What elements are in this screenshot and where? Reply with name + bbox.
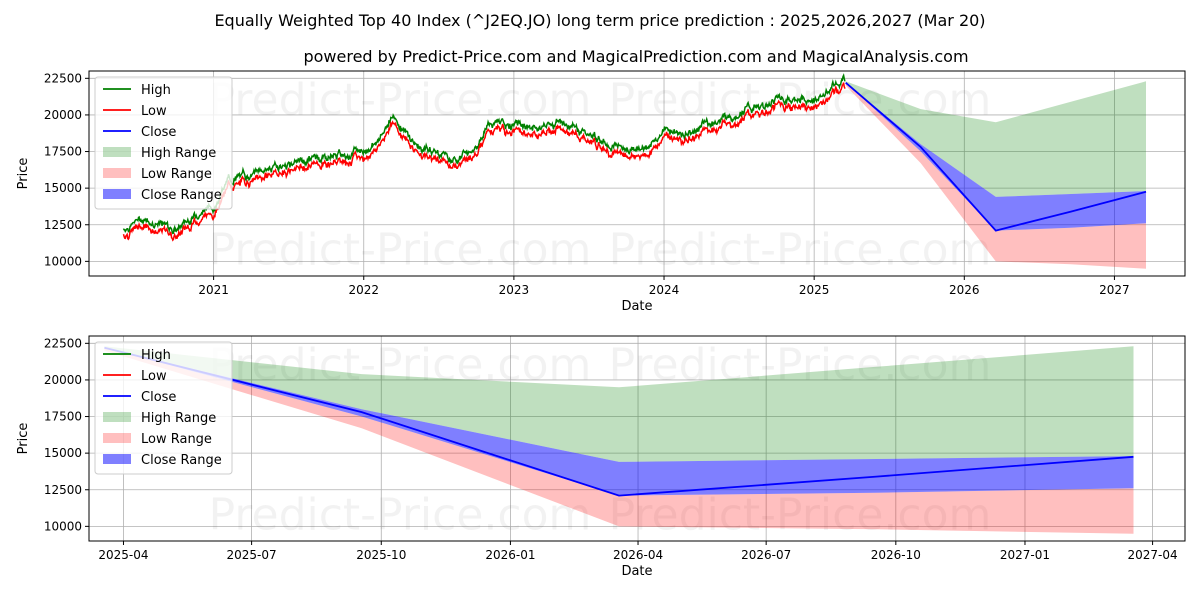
legend-label: Close (141, 390, 176, 405)
close-series-line (104, 346, 1134, 497)
legend-label: Low Range (141, 167, 212, 182)
x-tick-label: 2026-10 (871, 548, 921, 562)
legend-swatch-patch (103, 454, 131, 464)
high-range-band (104, 346, 1134, 462)
x-tick-label: 2026-04 (613, 548, 663, 562)
legend-label: High Range (141, 411, 216, 426)
legend-swatch-patch (103, 168, 131, 178)
y-tick-label: 22500 (44, 71, 82, 85)
plot-area (122, 73, 1147, 269)
y-tick-label: 10000 (44, 254, 82, 268)
x-tick-label: 2025-10 (356, 548, 406, 562)
legend-swatch-patch (103, 433, 131, 443)
x-tick-label: 2027-01 (1000, 548, 1050, 562)
legend-label: Low (141, 104, 167, 119)
close-series-line (845, 82, 1147, 232)
x-tick-label: 2025-07 (227, 548, 277, 562)
x-tick-label: 2026-01 (485, 548, 535, 562)
chart-title: Equally Weighted Top 40 Index (^J2EQ.JO)… (214, 11, 985, 30)
legend-label: Low Range (141, 432, 212, 447)
close-range-band (104, 347, 1134, 496)
x-tick-label: 2025 (799, 283, 830, 297)
watermark-text: Predict-Price.com (609, 490, 992, 541)
axes-frame (88, 335, 1186, 542)
x-tick-label: 2023 (499, 283, 530, 297)
x-axis-label: Date (621, 299, 652, 314)
legend-label: High Range (141, 146, 216, 161)
watermark-text: Predict-Price.com (209, 340, 592, 391)
high-series-line (122, 73, 846, 235)
y-tick-label: 17500 (44, 410, 82, 424)
y-tick-label: 20000 (44, 108, 82, 122)
legend-swatch-patch (103, 412, 131, 422)
axes-frame (88, 70, 1186, 277)
y-axis-label: Price (16, 158, 31, 190)
y-tick-label: 15000 (44, 181, 82, 195)
x-tick-label: 2026 (949, 283, 980, 297)
y-tick-label: 15000 (44, 446, 82, 460)
x-tick-label: 2024 (649, 283, 680, 297)
close-range-band (845, 82, 1146, 231)
legend-label: Close (141, 125, 176, 140)
legend-label: Close Range (141, 453, 222, 468)
x-tick-label: 2021 (198, 283, 229, 297)
y-tick-label: 10000 (44, 519, 82, 533)
legend-label: Low (141, 369, 167, 384)
x-tick-label: 2022 (348, 283, 379, 297)
x-tick-label: 2025-04 (98, 548, 148, 562)
y-tick-label: 17500 (44, 145, 82, 159)
legend-label: High (141, 348, 171, 363)
y-tick-label: 22500 (44, 336, 82, 350)
x-tick-label: 2027-04 (1128, 548, 1178, 562)
legend-label: Close Range (141, 188, 222, 203)
legend-swatch-patch (103, 147, 131, 157)
top-panel: Predict-Price.com Predict-Price.com Predic… (16, 70, 1186, 314)
y-tick-label: 20000 (44, 373, 82, 387)
watermark-text: Predict-Price.com (609, 340, 992, 391)
x-tick-label: 2026-07 (741, 548, 791, 562)
y-tick-label: 12500 (44, 483, 82, 497)
bottom-panel: Predict-Price.com Predict-Price.com Predic… (16, 335, 1186, 579)
low-series-line (122, 82, 846, 242)
chart-subtitle: powered by Predict-Price.com and Magical… (303, 47, 968, 66)
x-axis-label: Date (621, 564, 652, 579)
watermark-text: Predict-Price.com (209, 490, 592, 541)
legend-swatch-patch (103, 189, 131, 199)
plot-area (104, 346, 1134, 534)
legend-label: High (141, 83, 171, 98)
high-range-band (845, 81, 1146, 197)
legend: High Low Close High Range Low Range Close Ran… (94, 341, 233, 475)
y-tick-label: 12500 (44, 218, 82, 232)
watermark-text: Predict-Price.com (609, 225, 992, 276)
legend: High Low Close High Range Low Range Close Ran… (94, 76, 233, 210)
watermark-text: Predict-Price.com (209, 75, 592, 126)
watermark-text: Predict-Price.com (209, 225, 592, 276)
y-axis-label: Price (16, 423, 31, 455)
x-tick-label: 2027 (1099, 283, 1130, 297)
